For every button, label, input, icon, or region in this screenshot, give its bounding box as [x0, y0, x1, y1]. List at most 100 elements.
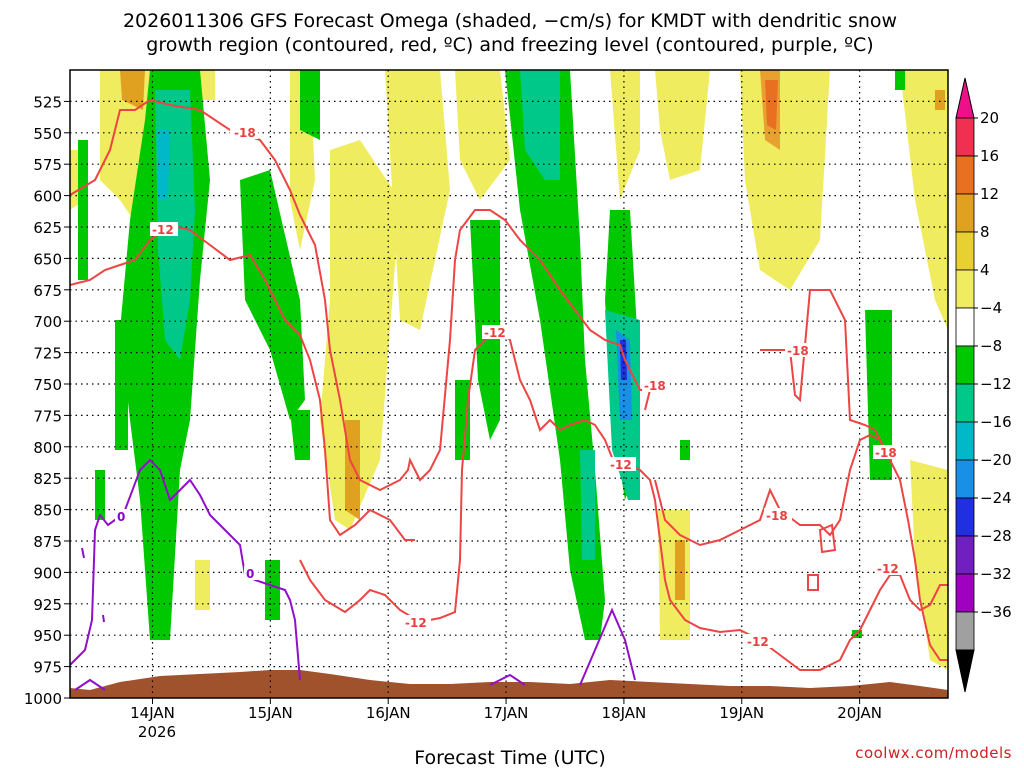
omega-region-yellow: [195, 560, 210, 610]
chart-title-line1: 2026011306 GFS Forecast Omega (shaded, −…: [123, 10, 897, 32]
colorbar-label: −8: [980, 337, 1002, 355]
red-contour-small: [807, 574, 819, 591]
omega-region-yellow: [610, 70, 640, 200]
colorbar-label: −4: [980, 299, 1002, 317]
colorbar-label: −16: [980, 413, 1012, 431]
x-axis: 14JAN 15JAN 16JAN 17JAN 18JAN 19JAN 20JAN: [130, 698, 882, 722]
colorbar-swatch: [955, 345, 975, 385]
colorbar-swatch: [955, 231, 975, 271]
y-tick-label: 625: [33, 219, 62, 237]
colorbar-swatch: [955, 497, 975, 537]
colorbar-label: −32: [980, 565, 1012, 583]
colorbar-swatch: [955, 535, 975, 575]
red-contour-minus18b: [654, 433, 948, 661]
omega-region-yellow: [455, 70, 510, 200]
omega-region-orange: [935, 90, 945, 110]
colorbar-label: 16: [980, 147, 999, 165]
colorbar-label: −28: [980, 527, 1012, 545]
colorbar-swatch: [955, 193, 975, 233]
x-tick-label: 15JAN: [248, 704, 293, 722]
contour-label-red: -18: [787, 344, 809, 358]
colorbar-swatch: [955, 611, 975, 651]
colorbar-swatch: [955, 155, 975, 195]
x-tick-label: 14JAN: [130, 704, 175, 722]
y-tick-label: 600: [33, 188, 62, 206]
y-tick-label: 700: [33, 313, 62, 331]
y-tick-label: 1000: [24, 690, 62, 708]
y-tick-label: 525: [33, 93, 62, 111]
x-axis-year-label: 2026: [138, 723, 176, 741]
omega-region-yellow: [900, 70, 948, 330]
y-tick-label: 550: [33, 125, 62, 143]
contour-label-red: -12: [877, 562, 899, 576]
omega-shading: [70, 70, 948, 670]
x-tick-label: 20JAN: [837, 704, 882, 722]
omega-region-yellow: [385, 70, 450, 330]
y-tick-label: 825: [33, 470, 62, 488]
omega-region-orange: [120, 70, 145, 110]
red-contour-minus18: [69, 98, 652, 492]
y-tick-label: 650: [33, 250, 62, 268]
omega-region-green: [265, 560, 280, 620]
y-tick-label: 800: [33, 439, 62, 457]
y-tick-label: 675: [33, 282, 62, 300]
contour-label-red: -12: [610, 458, 632, 472]
purple-contour-small: [102, 614, 105, 623]
colorbar-top-arrow: [955, 77, 975, 119]
terrain-surface: [70, 670, 948, 698]
omega-region-teal: [520, 70, 560, 180]
omega-region-orange: [675, 540, 685, 600]
colorbar-label: −12: [980, 375, 1012, 393]
y-tick-label: 900: [33, 564, 62, 582]
x-axis-title: Forecast Time (UTC): [414, 747, 605, 768]
colorbar-swatch: [955, 459, 975, 499]
omega-region-yellow: [320, 140, 400, 530]
contour-label-red: -12: [405, 616, 427, 630]
omega-region-yellow: [740, 70, 830, 290]
omega-region-yellow: [655, 70, 710, 180]
y-tick-label: 775: [33, 407, 62, 425]
colorbar-swatch: [955, 269, 975, 309]
omega-region-yellow: [200, 70, 215, 100]
omega-region-green: [115, 320, 128, 450]
y-tick-label: 875: [33, 533, 62, 551]
colorbar-swatch: [955, 383, 975, 423]
contour-label-red: -18: [766, 509, 788, 523]
omega-region-green: [78, 140, 88, 280]
purple-contour-zero-c: [489, 673, 526, 686]
y-tick-label: 850: [33, 502, 62, 520]
chart-title-line2: growth region (contoured, red, ºC) and f…: [146, 34, 873, 56]
omega-region-green: [505, 70, 605, 640]
purple-contour-zero-b: [74, 678, 106, 691]
omega-region-green: [300, 70, 320, 140]
colorbar-label: 20: [980, 109, 999, 127]
omega-region-teal: [580, 450, 595, 560]
omega-region-green: [290, 410, 310, 460]
purple-contours: [69, 458, 636, 691]
y-axis: 525 550 575 600 625 650 675 700 725 750 775 800 825 8…: [24, 93, 70, 708]
colorbar-label: −20: [980, 451, 1012, 469]
y-tick-label: 725: [33, 345, 62, 363]
omega-region-teal: [158, 130, 170, 200]
red-contour-small: [818, 523, 837, 554]
x-tick-label: 16JAN: [366, 704, 411, 722]
x-tick-label: 18JAN: [602, 704, 647, 722]
colorbar-swatch: [955, 421, 975, 461]
colorbar: 20 16 12 8 4 −4 −8 −12 −16 −20 −24 −28 −32 −36: [955, 77, 1012, 693]
y-tick-label: 750: [33, 376, 62, 394]
colorbar-swatch: [955, 573, 975, 613]
x-tick-label: 19JAN: [719, 704, 764, 722]
colorbar-label: −24: [980, 489, 1012, 507]
contour-label-purple: 0: [117, 510, 125, 524]
omega-region-orange: [345, 420, 360, 520]
colorbar-label: 4: [980, 261, 990, 279]
purple-contour-zero: [69, 458, 301, 681]
contour-labels: -18 -12 -12 -18 -12 -18 -18 -18 -12 -12 …: [115, 125, 903, 649]
credit-text: coolwx.com/models: [855, 744, 1012, 762]
contour-label-red: -18: [875, 446, 897, 460]
red-contour-minus18c: [760, 289, 896, 456]
contour-label-purple: 0: [246, 567, 254, 581]
contour-label-red: -12: [484, 326, 506, 340]
contour-label-red: -12: [152, 223, 174, 237]
contour-label-red: -18: [644, 379, 666, 393]
